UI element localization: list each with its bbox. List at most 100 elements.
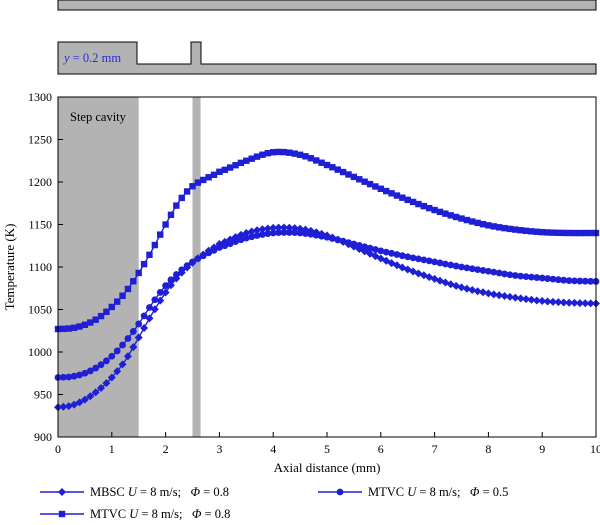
data-point <box>436 208 444 216</box>
data-point <box>80 395 89 404</box>
data-point <box>544 229 551 236</box>
data-point <box>431 258 438 266</box>
data-point <box>452 213 460 221</box>
data-point <box>130 278 137 285</box>
data-point <box>538 274 546 282</box>
data-point <box>291 229 299 237</box>
y-tick-label: 1300 <box>28 90 52 104</box>
data-point <box>243 157 250 164</box>
data-point <box>533 274 541 281</box>
data-point <box>447 212 454 219</box>
x-tick-label: 3 <box>216 442 222 456</box>
data-point <box>409 254 417 262</box>
data-point <box>151 241 159 249</box>
data-point <box>490 268 498 276</box>
data-point <box>129 343 138 352</box>
data-point <box>565 229 573 237</box>
data-point <box>511 272 519 279</box>
data-point <box>576 229 584 237</box>
data-point <box>570 298 579 307</box>
data-point <box>565 298 574 307</box>
data-point <box>350 173 358 181</box>
data-point <box>59 373 67 381</box>
step-cavity-label: Step cavity <box>70 110 127 124</box>
data-point <box>339 237 347 245</box>
schematic-bottom-wall <box>57 41 597 75</box>
data-point <box>65 373 73 381</box>
data-point <box>189 258 196 266</box>
data-point <box>113 347 121 355</box>
data-point <box>404 196 411 204</box>
data-point <box>232 238 239 246</box>
data-point <box>70 372 78 380</box>
data-point <box>135 269 142 277</box>
data-point <box>442 210 449 217</box>
data-point <box>280 229 288 236</box>
data-point <box>516 294 525 303</box>
data-point <box>60 325 67 333</box>
y-tick-label: 1100 <box>28 260 52 274</box>
data-point <box>269 223 278 232</box>
data-point <box>548 297 557 306</box>
data-point <box>495 224 503 231</box>
data-point <box>582 229 589 237</box>
data-point <box>339 168 347 176</box>
data-point <box>107 373 116 382</box>
y-axis-label: Temperature (K) <box>2 224 17 311</box>
data-point <box>382 187 390 195</box>
series-2 <box>54 148 600 333</box>
data-point <box>425 257 433 265</box>
data-point <box>237 159 245 167</box>
data-point <box>312 231 320 239</box>
x-tick-label: 0 <box>55 442 61 456</box>
data-point <box>167 276 175 284</box>
x-tick-label: 10 <box>590 442 600 456</box>
y-tick-label: 900 <box>34 430 52 444</box>
data-point <box>377 247 385 255</box>
data-point <box>291 150 298 157</box>
data-point <box>436 259 444 267</box>
data-point <box>76 371 83 379</box>
data-point <box>415 200 422 208</box>
data-point <box>463 264 471 272</box>
data-point <box>388 190 395 197</box>
data-point <box>355 242 363 249</box>
data-point <box>398 252 406 260</box>
data-point <box>274 223 283 232</box>
data-point <box>226 240 234 248</box>
data-point <box>469 218 476 225</box>
data-point <box>221 242 229 250</box>
y-tick-label: 1000 <box>28 345 52 359</box>
data-point <box>426 204 433 212</box>
data-point <box>382 248 390 256</box>
data-point <box>248 155 255 162</box>
data-point <box>485 267 492 275</box>
data-point <box>565 277 573 284</box>
data-point <box>97 361 105 369</box>
data-point <box>329 164 336 171</box>
data-point <box>307 155 315 162</box>
data-point <box>555 229 562 237</box>
data-point <box>103 308 110 316</box>
data-point <box>377 185 384 192</box>
data-point <box>431 206 438 214</box>
data-point <box>571 277 578 285</box>
data-point <box>108 352 116 360</box>
data-point <box>199 252 207 260</box>
data-point <box>501 224 508 232</box>
x-axis-ticks: 0 1 2 3 4 5 6 7 8 9 10 <box>55 432 600 456</box>
slot-region <box>192 97 201 437</box>
data-point <box>474 219 481 227</box>
data-point <box>447 261 455 269</box>
x-tick-label: 9 <box>539 442 545 456</box>
data-point <box>92 316 99 323</box>
x-tick-label: 6 <box>378 442 384 456</box>
data-point <box>307 230 315 238</box>
legend-label: MTVC U = 8 m/s; Φ = 0.5 <box>368 485 508 499</box>
data-point <box>388 249 395 257</box>
data-point <box>296 151 304 158</box>
data-point <box>490 223 497 230</box>
data-point <box>345 239 352 247</box>
data-point <box>528 228 535 235</box>
legend-marker <box>336 488 344 496</box>
